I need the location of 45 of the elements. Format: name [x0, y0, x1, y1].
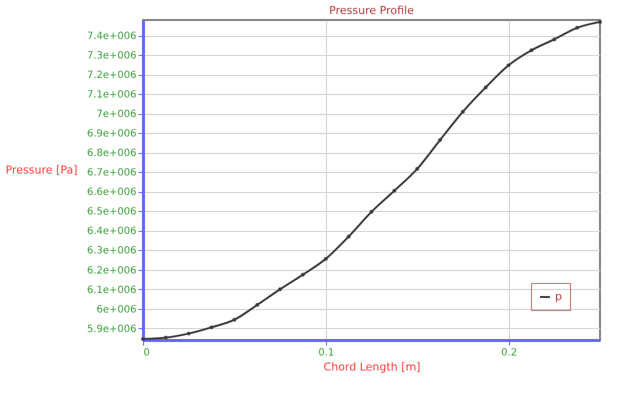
point [506, 63, 510, 68]
point [438, 138, 442, 142]
y-tick-label: 6.3e+006 [86, 246, 136, 257]
y-tick-label: 6.1e+006 [86, 284, 136, 296]
point [552, 37, 556, 42]
x-axis-title: Chord Length [m] [324, 360, 420, 374]
y-tick-label: 6.9e+006 [86, 128, 136, 140]
y-tick-label: 7.4e+006 [86, 31, 136, 42]
point [575, 26, 580, 30]
point [530, 48, 534, 52]
point [415, 167, 420, 171]
point [255, 303, 260, 307]
point [461, 110, 465, 114]
x-tick-label: 0.2 [501, 348, 518, 358]
y-tick-label: 6.6e+006 [86, 187, 136, 198]
point [324, 256, 328, 261]
point [210, 325, 214, 330]
y-tick-label: 7.2e+006 [86, 70, 136, 82]
y-tick-label: 6.2e+006 [86, 265, 136, 276]
y-tick-label: 6.4e+006 [86, 226, 136, 238]
point [392, 188, 396, 193]
y-tick-label: 6.8e+006 [86, 148, 136, 160]
line-series [141, 20, 602, 341]
x-tick-label: 0 [144, 348, 150, 358]
point [164, 336, 168, 340]
y-tick-label: 7.3e+006 [86, 50, 136, 62]
point [370, 210, 374, 214]
y-axis-title: Pressure [Pa] [6, 164, 78, 176]
y-tick-label: 6.5e+006 [86, 206, 136, 218]
legend-label: p [555, 290, 562, 303]
y-tick-label: 7e+006 [96, 109, 136, 120]
y-tick-label: 6.7e+006 [86, 168, 136, 179]
point [484, 85, 488, 90]
point [141, 337, 145, 341]
x-tick-label: 0.1 [318, 348, 334, 358]
chart-title: Pressure Profile [329, 4, 414, 17]
point [278, 287, 282, 292]
point [186, 332, 191, 336]
y-tick-label: 6e+006 [96, 304, 136, 316]
point [301, 272, 305, 276]
y-tick-label: 5.9e+006 [86, 324, 136, 335]
point [232, 318, 236, 322]
point [598, 20, 602, 24]
y-tick-label: 7.1e+006 [86, 90, 136, 101]
point [346, 234, 351, 238]
